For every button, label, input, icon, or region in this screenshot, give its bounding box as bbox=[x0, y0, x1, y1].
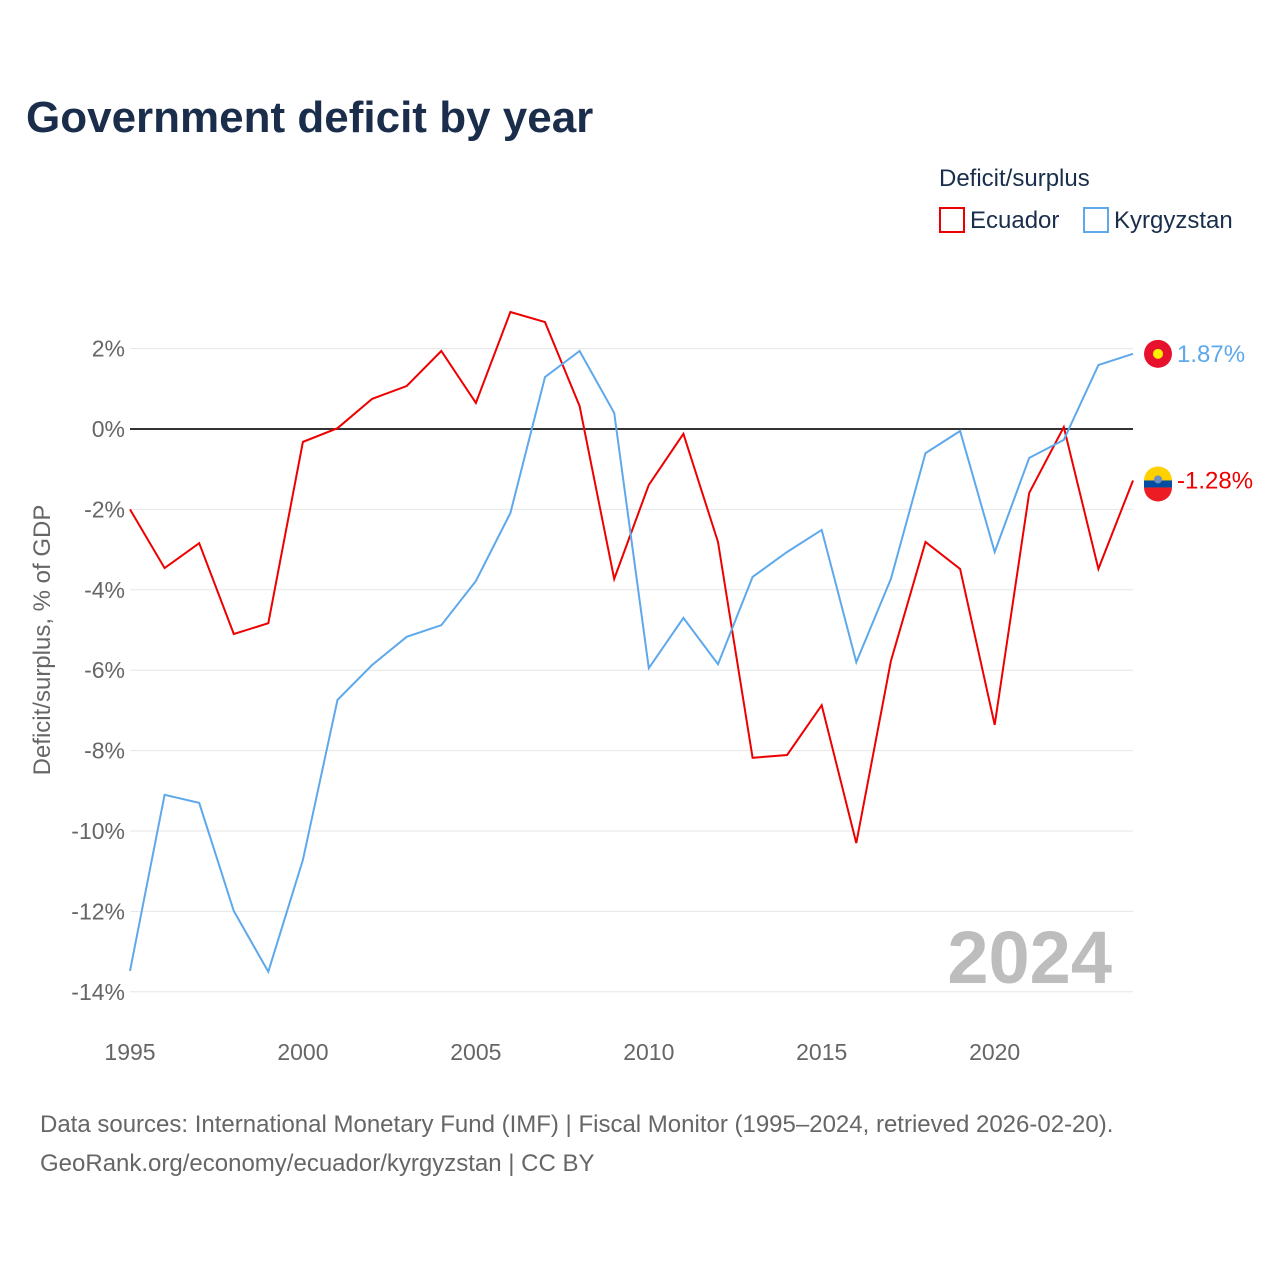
legend-swatch bbox=[1083, 207, 1109, 233]
y-tick-label: -2% bbox=[84, 496, 125, 522]
end-value-label: -1.28% bbox=[1177, 467, 1253, 494]
series-line-ecuador bbox=[129, 310, 1134, 844]
y-tick-label: 0% bbox=[92, 416, 125, 442]
x-tick-label: 1995 bbox=[104, 1039, 155, 1065]
x-tick-label: 2015 bbox=[796, 1039, 847, 1065]
chart-title: Government deficit by year bbox=[26, 93, 593, 142]
footer-sources: Data sources: International Monetary Fun… bbox=[40, 1111, 1113, 1138]
legend-label: Ecuador bbox=[970, 207, 1059, 234]
flag-sun bbox=[1153, 348, 1163, 359]
y-tick-label: -6% bbox=[84, 657, 125, 683]
x-tick-label: 2020 bbox=[969, 1039, 1020, 1065]
y-tick-label: -4% bbox=[84, 577, 125, 603]
y-tick-label: 2% bbox=[92, 336, 125, 362]
x-tick-label: 2000 bbox=[277, 1039, 328, 1065]
series-group: -1.28% 1.87% bbox=[129, 310, 1253, 975]
series-line-kyrgyzstan bbox=[129, 349, 1134, 975]
flag-stripe bbox=[1144, 480, 1172, 488]
end-value-label: 1.87% bbox=[1177, 341, 1245, 368]
grid: 2% 0% -2% -4% -6% -8% -10% -12% -14% 1995 2000 2005… bbox=[71, 336, 1133, 1065]
flag-icon-ecuador bbox=[1144, 466, 1172, 502]
y-tick-label: -12% bbox=[71, 898, 125, 924]
footer-attribution: GeoRank.org/economy/ecuador/kyrgyzstan |… bbox=[40, 1150, 594, 1177]
x-tick-label: 2010 bbox=[623, 1039, 674, 1065]
y-tick-label: -14% bbox=[71, 979, 125, 1005]
legend: Ecuador Kyrgyzstan bbox=[939, 207, 1233, 234]
legend-title: Deficit/surplus bbox=[939, 165, 1090, 192]
year-watermark: 2024 bbox=[947, 916, 1112, 999]
y-tick-label: -10% bbox=[71, 818, 125, 844]
flag-stripe bbox=[1144, 487, 1172, 502]
y-tick-label: -8% bbox=[84, 738, 125, 764]
flag-icon-kyrgyzstan bbox=[1144, 339, 1172, 368]
x-tick-label: 2005 bbox=[450, 1039, 501, 1065]
legend-swatch bbox=[939, 207, 965, 233]
legend-label: Kyrgyzstan bbox=[1114, 207, 1233, 234]
flag-emblem bbox=[1154, 475, 1162, 484]
y-axis-label: Deficit/surplus, % of GDP bbox=[29, 505, 56, 776]
